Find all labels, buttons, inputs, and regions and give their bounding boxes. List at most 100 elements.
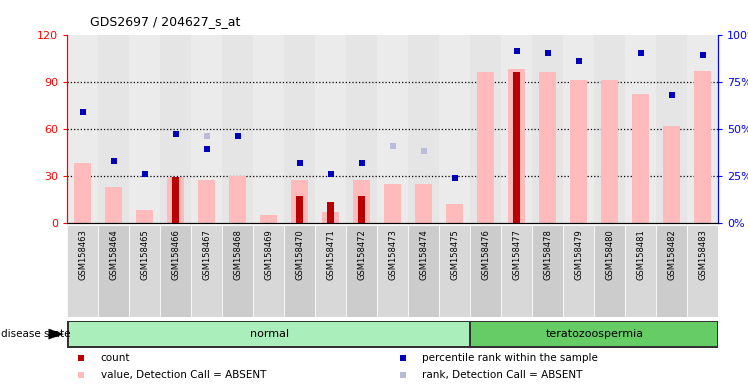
Text: GSM158466: GSM158466 xyxy=(171,229,180,280)
Bar xyxy=(191,225,222,317)
Bar xyxy=(168,177,184,223)
Bar xyxy=(346,225,377,317)
Bar xyxy=(656,35,687,223)
Text: GSM158474: GSM158474 xyxy=(419,229,428,280)
Bar xyxy=(284,35,315,223)
Bar xyxy=(532,35,563,223)
Bar xyxy=(254,225,284,317)
Bar xyxy=(222,35,254,223)
Text: GSM158471: GSM158471 xyxy=(326,229,335,280)
Text: GSM158481: GSM158481 xyxy=(636,229,645,280)
Text: GSM158476: GSM158476 xyxy=(481,229,490,280)
Bar xyxy=(74,163,91,223)
Bar xyxy=(296,196,303,223)
Bar xyxy=(98,225,129,317)
Bar xyxy=(415,184,432,223)
Bar xyxy=(408,225,439,317)
Text: GSM158473: GSM158473 xyxy=(388,229,397,280)
Bar xyxy=(384,184,401,223)
Bar xyxy=(260,215,278,223)
Text: GSM158475: GSM158475 xyxy=(450,229,459,280)
Text: GDS2697 / 204627_s_at: GDS2697 / 204627_s_at xyxy=(90,15,240,28)
Bar xyxy=(284,225,315,317)
Text: GSM158469: GSM158469 xyxy=(264,229,273,280)
Bar xyxy=(69,322,469,346)
Bar xyxy=(377,35,408,223)
Text: GSM158478: GSM158478 xyxy=(543,229,552,280)
Text: GSM158465: GSM158465 xyxy=(141,229,150,280)
Bar xyxy=(136,210,153,223)
Bar xyxy=(563,225,594,317)
Text: GSM158482: GSM158482 xyxy=(667,229,676,280)
Bar xyxy=(160,35,191,223)
Text: GSM158470: GSM158470 xyxy=(295,229,304,280)
Bar xyxy=(229,176,246,223)
Bar xyxy=(315,225,346,317)
Polygon shape xyxy=(49,329,64,339)
Bar xyxy=(501,35,532,223)
Text: percentile rank within the sample: percentile rank within the sample xyxy=(422,353,598,363)
Bar xyxy=(656,225,687,317)
Text: GSM158464: GSM158464 xyxy=(109,229,118,280)
Bar xyxy=(477,72,494,223)
Bar xyxy=(98,35,129,223)
Bar xyxy=(222,225,254,317)
Bar xyxy=(594,35,625,223)
Bar xyxy=(532,225,563,317)
Bar xyxy=(563,35,594,223)
Bar xyxy=(570,80,587,223)
Bar xyxy=(632,94,649,223)
Bar xyxy=(439,225,470,317)
Bar xyxy=(513,72,520,223)
Bar xyxy=(353,180,370,223)
Text: GSM158477: GSM158477 xyxy=(512,229,521,280)
Text: count: count xyxy=(100,353,130,363)
Bar xyxy=(439,35,470,223)
Bar xyxy=(508,69,525,223)
Bar xyxy=(322,212,340,223)
Bar xyxy=(172,177,180,223)
Bar xyxy=(470,35,501,223)
Bar xyxy=(446,204,463,223)
Bar xyxy=(687,35,718,223)
Bar xyxy=(129,35,160,223)
Bar xyxy=(346,35,377,223)
Bar xyxy=(625,225,656,317)
Bar xyxy=(358,196,365,223)
Bar xyxy=(67,35,98,223)
Bar xyxy=(408,35,439,223)
Bar xyxy=(254,35,284,223)
Bar xyxy=(160,225,191,317)
Bar xyxy=(328,202,334,223)
Text: GSM158467: GSM158467 xyxy=(202,229,211,280)
Bar xyxy=(105,187,123,223)
Text: disease state: disease state xyxy=(1,329,70,339)
Text: value, Detection Call = ABSENT: value, Detection Call = ABSENT xyxy=(100,370,266,381)
Bar xyxy=(594,225,625,317)
Bar xyxy=(663,126,680,223)
Bar xyxy=(601,80,618,223)
Bar xyxy=(539,72,557,223)
Bar xyxy=(501,225,532,317)
Bar xyxy=(694,71,711,223)
Text: GSM158468: GSM158468 xyxy=(233,229,242,280)
Text: GSM158463: GSM158463 xyxy=(79,229,88,280)
Text: rank, Detection Call = ABSENT: rank, Detection Call = ABSENT xyxy=(422,370,583,381)
Bar xyxy=(471,322,717,346)
Bar xyxy=(67,225,98,317)
Text: GSM158479: GSM158479 xyxy=(574,229,583,280)
Bar xyxy=(315,35,346,223)
Bar xyxy=(470,225,501,317)
Text: GSM158472: GSM158472 xyxy=(358,229,367,280)
Bar xyxy=(377,225,408,317)
Bar xyxy=(687,225,718,317)
Text: GSM158483: GSM158483 xyxy=(698,229,707,280)
Bar xyxy=(191,35,222,223)
Text: teratozoospermia: teratozoospermia xyxy=(546,329,644,339)
Text: GSM158480: GSM158480 xyxy=(605,229,614,280)
Bar xyxy=(291,180,308,223)
Bar xyxy=(625,35,656,223)
Text: normal: normal xyxy=(250,329,289,339)
Bar xyxy=(129,225,160,317)
Bar xyxy=(198,180,215,223)
